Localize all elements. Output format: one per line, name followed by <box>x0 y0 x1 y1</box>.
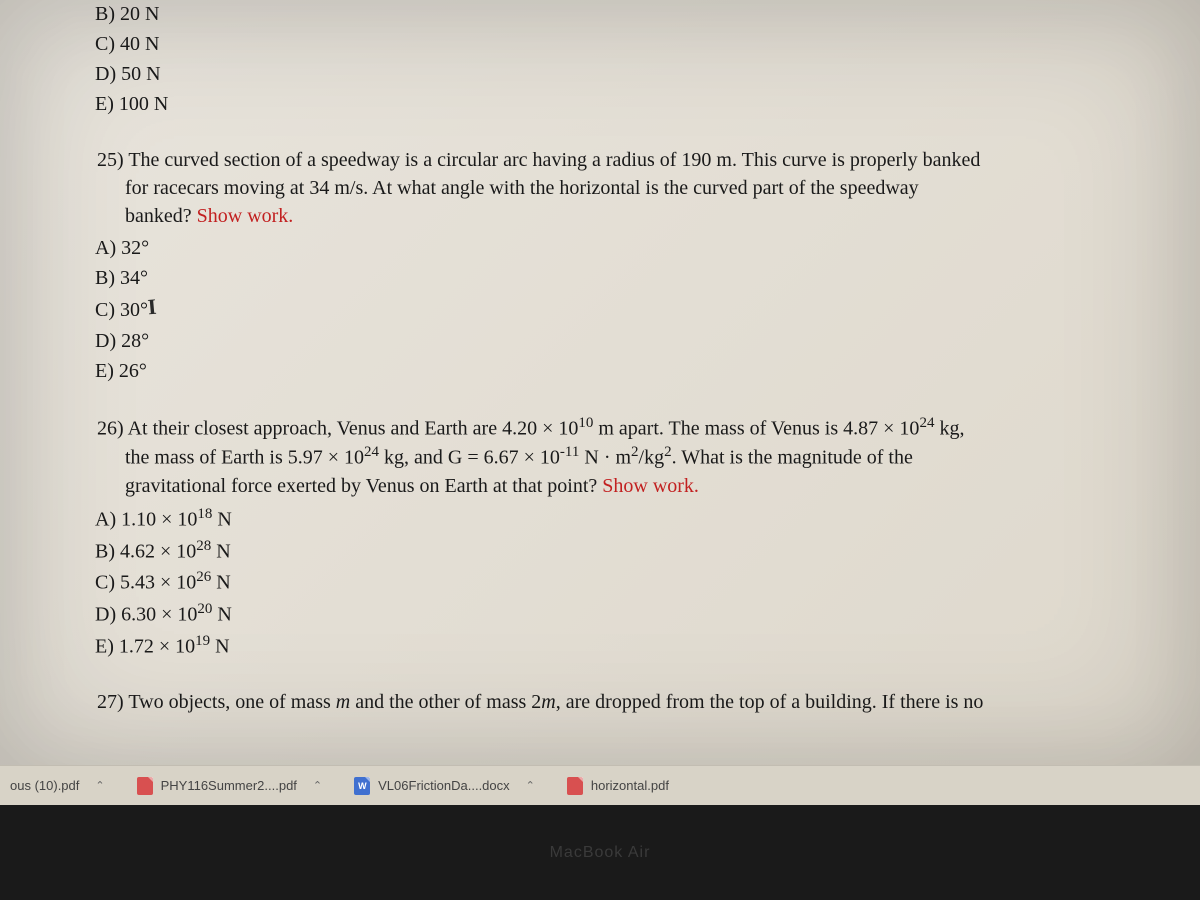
q25-line3: banked? <box>125 205 197 227</box>
q26-text: 26) At their closest approach, Venus and… <box>95 413 1160 500</box>
q26-l3: gravitational force exerted by Venus on … <box>125 475 602 497</box>
q26-show-work: Show work. <box>602 475 699 497</box>
q25-line1: The curved section of a speedway is a ci… <box>128 149 980 171</box>
q25-option-a: A) 32° <box>40 234 1160 262</box>
q26-l2d: /kg <box>639 447 665 469</box>
q26-option-e: E) 1.72 × 1019 N <box>40 631 1160 661</box>
download-item-4[interactable]: horizontal.pdf <box>555 773 681 799</box>
q26-b-pre: B) 4.62 × 10 <box>95 540 196 562</box>
download-3-label: VL06FrictionDa....docx <box>378 778 510 793</box>
q26-l2a: the mass of Earth is 5.97 × 10 <box>125 447 364 469</box>
pdf-file-icon <box>567 777 583 795</box>
q27-line1: Two objects, one of mass m and the other… <box>128 691 983 713</box>
q26-option-c: C) 5.43 × 1026 N <box>40 567 1160 597</box>
chevron-icon[interactable]: ⌃ <box>526 779 535 792</box>
prev-option-e: E) 100 N <box>40 90 1160 118</box>
q26-l2e: . What is the magnitude of the <box>672 447 913 469</box>
q26-d-exp: 20 <box>197 601 212 617</box>
q26-d-pre: D) 6.30 × 10 <box>95 604 197 626</box>
q26-exp6: 2 <box>664 444 672 460</box>
q27-text: 27) Two objects, one of mass m and the o… <box>95 688 1160 716</box>
q26-c-exp: 26 <box>196 569 211 585</box>
q26-exp2: 24 <box>919 415 934 431</box>
q26-exp5: 2 <box>631 444 639 460</box>
q25-handwritten-mark: I <box>146 292 157 323</box>
q25-c-text: C) 30° <box>95 299 148 321</box>
document-content: B) 20 N C) 40 N D) 50 N E) 100 N 25) The… <box>0 0 1200 716</box>
q26-b-post: N <box>211 540 230 562</box>
q26-l2c: N · m <box>579 447 631 469</box>
q26-option-a: A) 1.10 × 1018 N <box>40 504 1160 534</box>
chevron-icon[interactable]: ⌃ <box>95 779 104 792</box>
download-item-2[interactable]: PHY116Summer2....pdf ⌃ <box>125 773 335 799</box>
q25-show-work: Show work. <box>197 205 294 227</box>
q26-b-exp: 28 <box>196 538 211 554</box>
document-page: B) 20 N C) 40 N D) 50 N E) 100 N 25) The… <box>0 0 1200 770</box>
download-item-3[interactable]: VL06FrictionDa....docx ⌃ <box>342 773 547 799</box>
q26-exp4: -11 <box>560 444 579 460</box>
q25-line2: for racecars moving at 34 m/s. At what a… <box>125 177 919 199</box>
q26-number: 26) <box>97 417 124 439</box>
q25-text: 25) The curved section of a speedway is … <box>95 146 1160 230</box>
question-25: 25) The curved section of a speedway is … <box>40 146 1160 385</box>
q26-c-post: N <box>211 572 230 594</box>
q25-option-b: B) 34° <box>40 264 1160 292</box>
q26-exp1: 10 <box>578 415 593 431</box>
q26-l1c: kg, <box>934 417 964 439</box>
pdf-file-icon <box>137 777 153 795</box>
device-label: MacBook Air <box>550 844 651 862</box>
q26-e-exp: 19 <box>195 633 210 649</box>
chevron-icon[interactable]: ⌃ <box>313 779 322 792</box>
q26-e-pre: E) 1.72 × 10 <box>95 635 195 657</box>
download-2-label: PHY116Summer2....pdf <box>161 778 297 793</box>
word-file-icon <box>354 777 370 795</box>
prev-option-b: B) 20 N <box>40 0 1160 28</box>
q26-l1b: m apart. The mass of Venus is 4.87 × 10 <box>593 417 919 439</box>
question-26: 26) At their closest approach, Venus and… <box>40 413 1160 661</box>
download-item-1[interactable]: ous (10).pdf ⌃ <box>10 774 117 797</box>
q26-d-post: N <box>212 604 231 626</box>
question-27: 27) Two objects, one of mass m and the o… <box>40 688 1160 716</box>
q26-option-d: D) 6.30 × 1020 N <box>40 599 1160 629</box>
download-4-label: horizontal.pdf <box>591 778 669 793</box>
q26-e-post: N <box>210 635 229 657</box>
q25-number: 25) <box>97 149 124 171</box>
device-bezel: MacBook Air <box>0 805 1200 900</box>
q26-option-b: B) 4.62 × 1028 N <box>40 536 1160 566</box>
q26-c-pre: C) 5.43 × 10 <box>95 572 196 594</box>
q26-l1a: At their closest approach, Venus and Ear… <box>128 417 579 439</box>
q26-a-exp: 18 <box>197 506 212 522</box>
q26-l2b: kg, and G = 6.67 × 10 <box>379 447 560 469</box>
q26-exp3: 24 <box>364 444 379 460</box>
download-1-label: ous (10).pdf <box>10 778 79 793</box>
q27-number: 27) <box>97 691 124 713</box>
q26-a-post: N <box>212 509 231 531</box>
q25-option-d: D) 28° <box>40 327 1160 355</box>
q25-option-e: E) 26° <box>40 357 1160 385</box>
downloads-bar: ous (10).pdf ⌃ PHY116Summer2....pdf ⌃ VL… <box>0 765 1200 805</box>
q26-a-pre: A) 1.10 × 10 <box>95 509 197 531</box>
prev-option-c: C) 40 N <box>40 30 1160 58</box>
prev-option-d: D) 50 N <box>40 60 1160 88</box>
q25-option-c: C) 30°I <box>40 294 1160 325</box>
